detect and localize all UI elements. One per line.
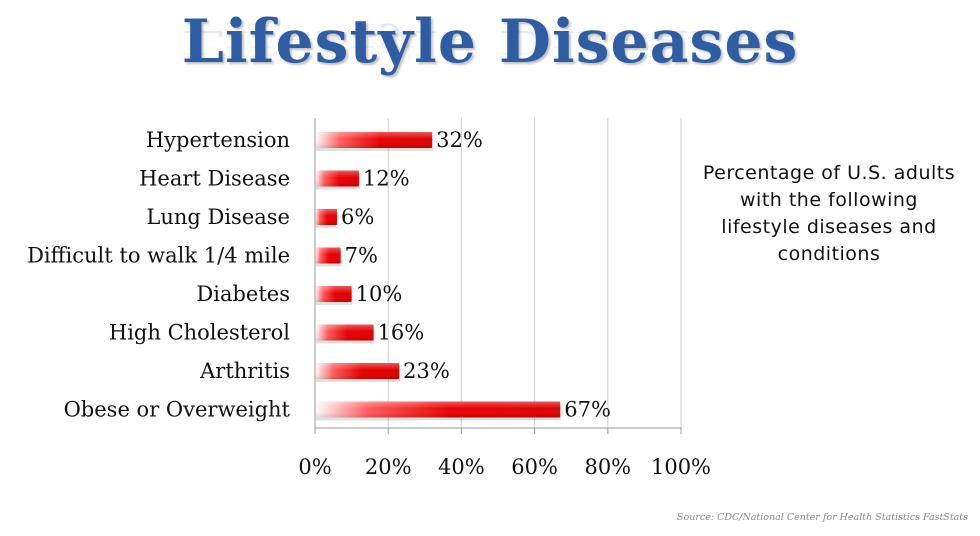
value-label: 7% — [345, 244, 378, 268]
value-label: 16% — [378, 321, 425, 345]
bar-shine — [315, 324, 374, 341]
category-label: Heart Disease — [139, 167, 290, 191]
value-label: 10% — [356, 282, 403, 306]
bar-shine — [315, 209, 337, 225]
x-tick-label: 80% — [584, 455, 631, 479]
title-area: Lifestyle Diseases Lifestyle Diseases — [0, 0, 980, 118]
bar-shine — [315, 132, 433, 148]
value-label: 32% — [436, 128, 483, 152]
bar-shine — [315, 170, 359, 187]
value-label: 67% — [564, 398, 611, 422]
x-tick-label: 100% — [651, 455, 711, 479]
x-tick-label: 0% — [298, 455, 331, 479]
x-axis: 0% 20% 40% 60% 80% 100% — [298, 118, 711, 479]
category-label: Lung Disease — [146, 205, 290, 229]
category-labels: Hypertension Heart Disease Lung Disease Dif… — [27, 128, 290, 422]
category-label: Obese or Overweight — [64, 398, 291, 422]
source-note: Source: CDC/National Center for Health S… — [677, 512, 968, 523]
bars: 32% 12% 6% 7% 10% 16% 23% 67% — [315, 128, 611, 422]
category-label: High Cholesterol — [109, 321, 290, 345]
value-label: 12% — [363, 167, 410, 191]
category-label: Hypertension — [146, 128, 290, 152]
value-label: 23% — [403, 359, 450, 383]
x-tick-label: 60% — [511, 455, 558, 479]
bar-shine — [315, 363, 400, 379]
x-tick-label: 20% — [365, 455, 412, 479]
bar-shine — [315, 247, 341, 264]
category-label: Arthritis — [199, 359, 290, 383]
chart-annotation: Percentage of U.S. adults with the follo… — [702, 162, 956, 265]
bar-shine — [315, 401, 561, 418]
page-title: Lifestyle Diseases — [181, 7, 799, 77]
x-tick-label: 40% — [438, 455, 485, 479]
category-label: Difficult to walk 1/4 mile — [27, 244, 290, 268]
bar-shine — [315, 286, 352, 302]
value-label: 6% — [341, 205, 374, 229]
category-label: Diabetes — [196, 282, 290, 306]
